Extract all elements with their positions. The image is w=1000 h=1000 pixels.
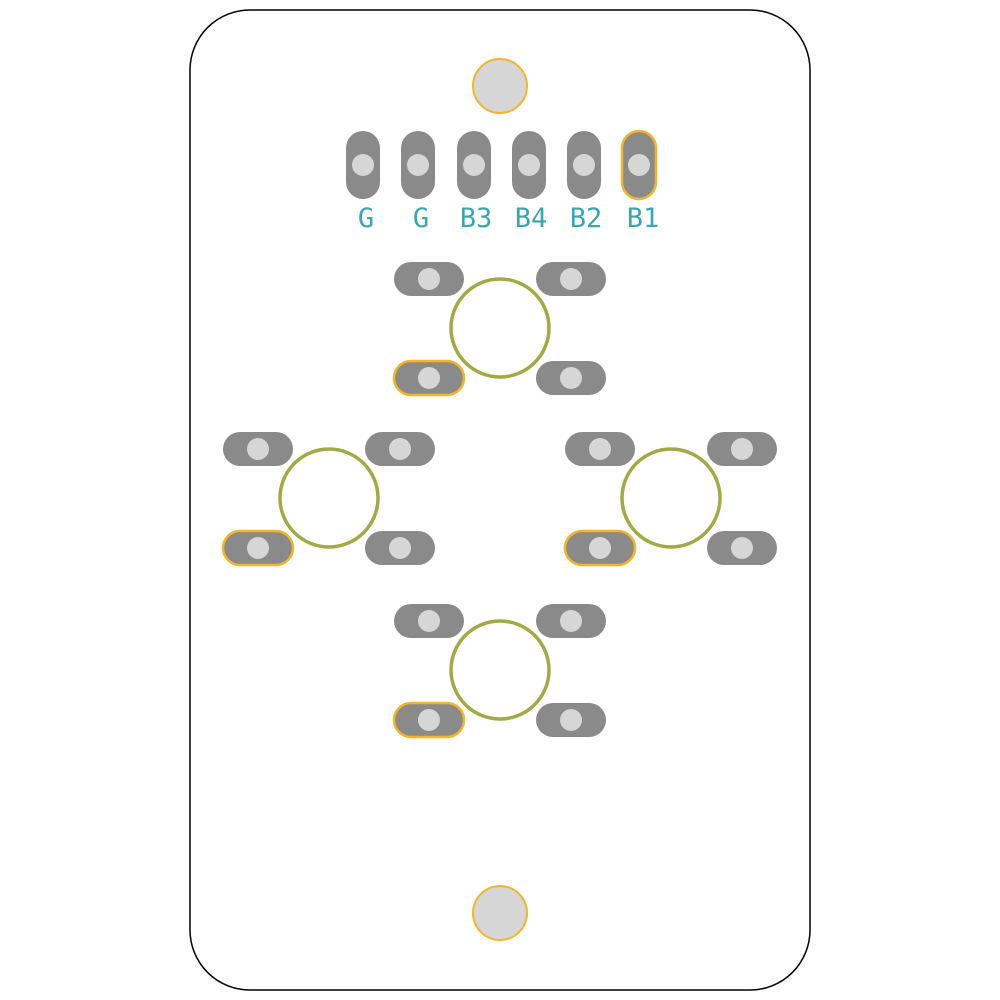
switch-drill-hole xyxy=(560,268,582,290)
switch-drill-hole xyxy=(589,438,611,460)
switch-pad-tr xyxy=(365,432,435,466)
header-label-b1: B1 xyxy=(627,203,660,234)
switch-drill-hole xyxy=(389,537,411,559)
switch-body-outline xyxy=(620,447,722,549)
switch-drill-hole xyxy=(731,438,753,460)
switch-drill-hole xyxy=(418,610,440,632)
header-label-g2: G xyxy=(413,203,429,234)
mounting-hole-bottom xyxy=(472,885,528,941)
header-drill-hole xyxy=(407,154,429,176)
switch-pad-tl xyxy=(565,432,635,466)
header-pads xyxy=(346,129,658,201)
switch-left xyxy=(221,432,435,567)
switch-pad-br xyxy=(536,361,606,395)
switch-pad-br xyxy=(536,703,606,737)
switch-drill-hole xyxy=(731,537,753,559)
switch-drill-hole xyxy=(560,367,582,389)
switch-pad-bl xyxy=(392,359,466,397)
switch-drill-hole xyxy=(247,438,269,460)
header-pad-b4-4 xyxy=(512,131,546,199)
switch-pad-br xyxy=(707,531,777,565)
switch-pad-tl xyxy=(394,604,464,638)
switch-pad-tl xyxy=(223,432,293,466)
header-pad-b1-6 xyxy=(620,129,658,201)
mounting-holes xyxy=(472,58,528,941)
switch-drill-hole xyxy=(589,537,611,559)
switch-drill-hole xyxy=(560,709,582,731)
header-label-g1: G xyxy=(358,203,374,234)
header-drill-hole xyxy=(573,154,595,176)
pin-header: G G B3 B4 B2 B1 xyxy=(346,129,659,234)
header-pad-b2-5 xyxy=(567,131,601,199)
switch-pad-tr xyxy=(707,432,777,466)
switch-body-outline xyxy=(278,447,380,549)
switch-drill-hole xyxy=(560,610,582,632)
switch-pad-tr xyxy=(536,262,606,296)
mounting-hole-top xyxy=(472,58,528,114)
header-pad-g-2 xyxy=(401,131,435,199)
switch-right xyxy=(563,432,777,567)
switch-top xyxy=(392,262,606,397)
board-outline xyxy=(189,9,811,991)
header-drill-hole xyxy=(518,154,540,176)
header-pad-b3-3 xyxy=(457,131,491,199)
switch-drill-hole xyxy=(418,268,440,290)
header-labels: G G B3 B4 B2 B1 xyxy=(358,203,659,234)
header-label-b2: B2 xyxy=(570,203,603,234)
switch-pad-br xyxy=(365,531,435,565)
switch-drill-hole xyxy=(389,438,411,460)
switch-pad-tl xyxy=(394,262,464,296)
header-pad-g-1 xyxy=(346,131,380,199)
switch-body-outline xyxy=(449,619,551,721)
header-drill-hole xyxy=(628,154,650,176)
switch-pad-bl xyxy=(221,529,295,567)
switch-pad-bl xyxy=(563,529,637,567)
header-drill-hole xyxy=(352,154,374,176)
header-drill-hole xyxy=(463,154,485,176)
switch-pad-tr xyxy=(536,604,606,638)
switch-bottom xyxy=(392,604,606,739)
switch-pad-bl xyxy=(392,701,466,739)
switch-body-outline xyxy=(449,277,551,379)
switch-drill-hole xyxy=(247,537,269,559)
switch-drill-hole xyxy=(418,709,440,731)
header-label-b3: B3 xyxy=(460,203,493,234)
header-label-b4: B4 xyxy=(515,203,548,234)
switch-drill-hole xyxy=(418,367,440,389)
tactile-switches xyxy=(221,262,777,739)
